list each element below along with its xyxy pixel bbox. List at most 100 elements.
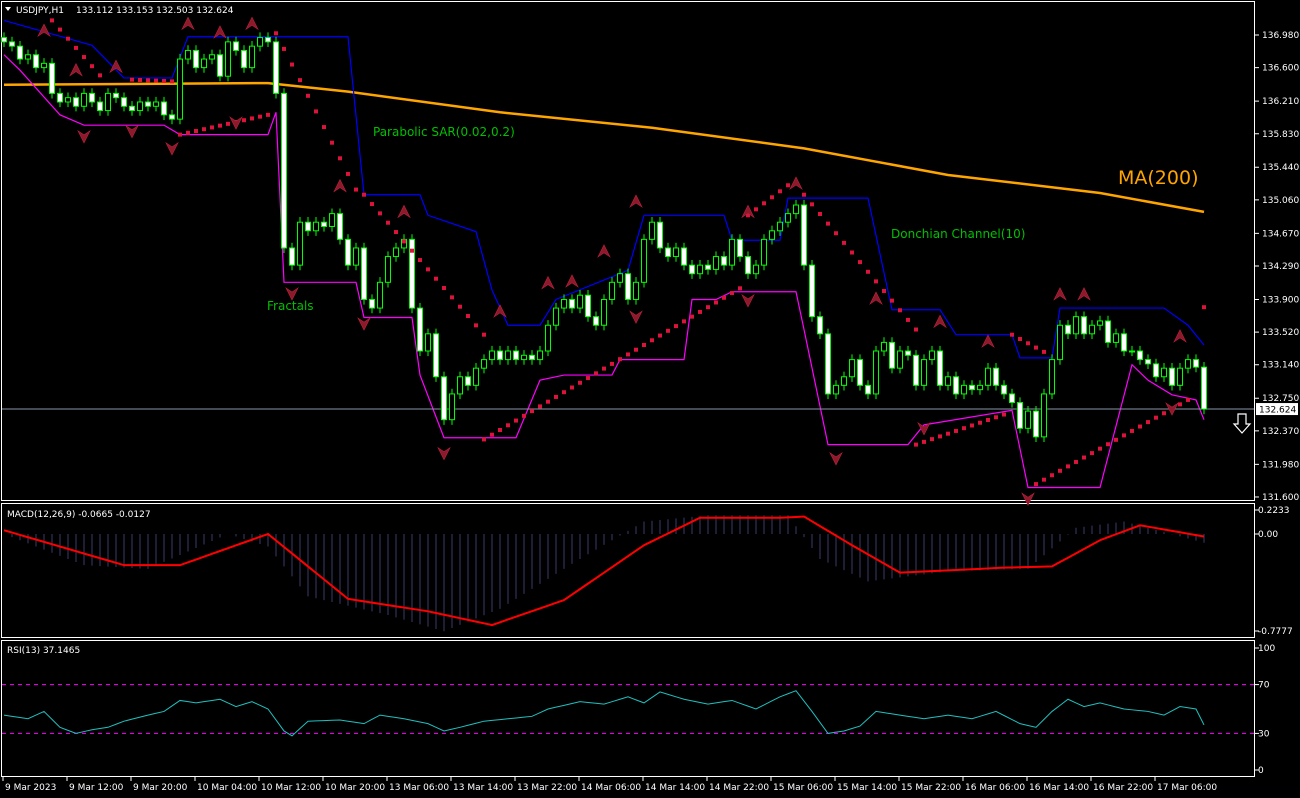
price-tick-label: 131.600 xyxy=(1262,493,1299,503)
bull-candle-body xyxy=(25,54,31,60)
candle xyxy=(121,92,127,112)
bull-candle-body xyxy=(81,92,87,107)
bear-candle-body xyxy=(17,45,23,60)
bear-candle-body xyxy=(217,54,223,77)
candle xyxy=(449,388,455,425)
time-tick-label: 14 Mar 14:00 xyxy=(645,783,705,793)
candle xyxy=(593,311,599,331)
candle xyxy=(649,217,655,245)
candle xyxy=(137,96,143,116)
fractal-up-arrow xyxy=(213,25,227,39)
donchian-annotation: Donchian Channel(10) xyxy=(891,227,1025,241)
bear-candle-body xyxy=(889,341,895,369)
sar-dot xyxy=(482,437,486,442)
bear-candle-body xyxy=(569,298,575,309)
bear-candle-body xyxy=(1145,359,1151,365)
candle xyxy=(1185,354,1191,374)
fractal-down-arrow xyxy=(437,446,451,461)
candle xyxy=(401,234,407,254)
bear-candle-body xyxy=(1065,324,1071,335)
candle xyxy=(817,311,823,339)
fractal-up-arrow xyxy=(245,16,259,31)
bear-candle-body xyxy=(937,350,943,386)
time-tick-label: 10 Mar 12:00 xyxy=(261,783,321,793)
bull-candle-body xyxy=(609,281,615,300)
sar-dot xyxy=(778,189,782,194)
sar-dot xyxy=(1050,473,1054,478)
bear-candle-body xyxy=(369,298,375,309)
sar-dot xyxy=(450,295,454,300)
candle xyxy=(1,32,7,48)
bull-candle-body xyxy=(873,350,879,395)
bear-candle-body xyxy=(689,264,695,275)
time-tick-label: 16 Mar 22:00 xyxy=(1093,783,1153,793)
candle xyxy=(105,88,111,116)
sar-dot xyxy=(674,324,678,329)
sar-dot xyxy=(786,183,790,188)
bull-candle-body xyxy=(641,238,647,283)
candle xyxy=(465,371,471,391)
dropdown-triangle-icon[interactable] xyxy=(5,7,11,11)
sar-dot xyxy=(810,202,814,207)
sar-dot xyxy=(834,231,838,236)
bull-candle-body xyxy=(1161,367,1167,378)
fractal-down-arrow xyxy=(125,124,139,139)
bull-candle-body xyxy=(481,359,487,369)
sar-dot xyxy=(58,27,62,32)
sar-dot xyxy=(818,211,822,216)
bull-candle-body xyxy=(225,41,231,77)
time-tick-label: 9 Mar 2023 xyxy=(5,783,56,793)
fractal-down-arrow xyxy=(1021,492,1035,506)
sar-dot xyxy=(202,127,206,132)
sar-dot xyxy=(1042,477,1046,482)
fractal-up-arrow xyxy=(397,204,411,219)
bear-candle-body xyxy=(361,247,367,300)
candle xyxy=(825,328,831,400)
sar-dot xyxy=(1178,402,1182,407)
candle xyxy=(977,380,983,395)
candle xyxy=(265,32,271,48)
candle xyxy=(721,251,727,271)
bear-candle-body xyxy=(825,333,831,395)
main-pane[interactable] xyxy=(1,16,1255,506)
bull-candle-body xyxy=(761,238,767,266)
sar-dot xyxy=(706,305,710,310)
macd-tick-label: -0.7777 xyxy=(1258,627,1293,637)
sar-dot xyxy=(570,385,574,390)
bull-candle-body xyxy=(1089,324,1095,335)
sar-dot xyxy=(1066,464,1070,469)
sar-dot xyxy=(1154,415,1158,420)
rsi-pane[interactable] xyxy=(2,684,1254,737)
candle xyxy=(529,350,535,365)
time-tick-label: 13 Mar 06:00 xyxy=(389,783,449,793)
chart-ohlc-label: 133.112 133.153 132.503 132.624 xyxy=(76,6,234,16)
price-tick-label: 136.600 xyxy=(1262,64,1299,74)
macd-pane[interactable] xyxy=(3,515,1205,632)
sar-dot xyxy=(146,78,150,83)
bear-candle-body xyxy=(161,101,167,116)
candle xyxy=(1041,388,1047,443)
candle xyxy=(1129,345,1135,357)
candle xyxy=(489,345,495,365)
bull-candle-body xyxy=(425,333,431,352)
bull-candle-body xyxy=(577,294,583,309)
bull-candle-body xyxy=(921,359,927,386)
candle xyxy=(521,350,527,365)
candle xyxy=(905,345,911,361)
fractal-up-arrow xyxy=(541,275,555,290)
sar-dot xyxy=(354,187,358,192)
bull-candle-body xyxy=(617,273,623,283)
sar-dot xyxy=(602,366,606,371)
bull-candle-body xyxy=(177,58,183,120)
macd-tick-label: 0.00 xyxy=(1258,530,1278,540)
fractal-down-arrow xyxy=(357,317,371,331)
bear-candle-body xyxy=(89,92,95,103)
candle xyxy=(865,380,871,400)
candle xyxy=(601,294,607,331)
bull-candle-body xyxy=(697,264,703,275)
sar-dot xyxy=(90,64,94,69)
candle xyxy=(897,345,903,374)
candle xyxy=(441,371,447,425)
